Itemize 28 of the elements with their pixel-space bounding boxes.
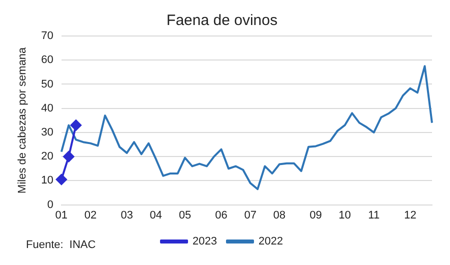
x-tick-label: 03 [120, 209, 133, 222]
y-tick-label: 10 [41, 174, 54, 187]
x-tick-label: 07 [244, 209, 256, 222]
point [70, 120, 82, 131]
y-tick-label: 60 [41, 54, 54, 66]
y-tick-label: 70 [41, 30, 54, 42]
point [56, 174, 67, 185]
x-tick-label: 08 [273, 209, 286, 222]
y-axis-title: Miles de cabezas por semana [16, 46, 29, 194]
legend-label: 2023 [192, 236, 218, 248]
y-tick-label: 50 [41, 78, 54, 90]
x-tick-label: 12 [404, 209, 416, 222]
x-tick-label: 11 [368, 209, 380, 222]
x-tick-label: 01 [55, 209, 68, 222]
x-tick-label: 10 [338, 209, 351, 222]
point [63, 151, 74, 162]
x-tick-label: 05 [178, 209, 192, 222]
x-tick-label: 09 [310, 209, 322, 222]
x-tick-label: 02 [84, 209, 97, 222]
x-tick-label: 04 [150, 209, 162, 222]
y-tick-label: 30 [41, 126, 54, 138]
y-tick-label: 20 [41, 150, 54, 163]
y-tick-label: 0 [47, 198, 54, 211]
source-note: Fuente: INAC [26, 239, 96, 252]
y-tick-label: 40 [41, 102, 54, 114]
legend-label: 2022 [258, 236, 283, 248]
x-tick-label: 06 [215, 209, 228, 222]
chart-title: Faena de ovinos [166, 12, 278, 30]
